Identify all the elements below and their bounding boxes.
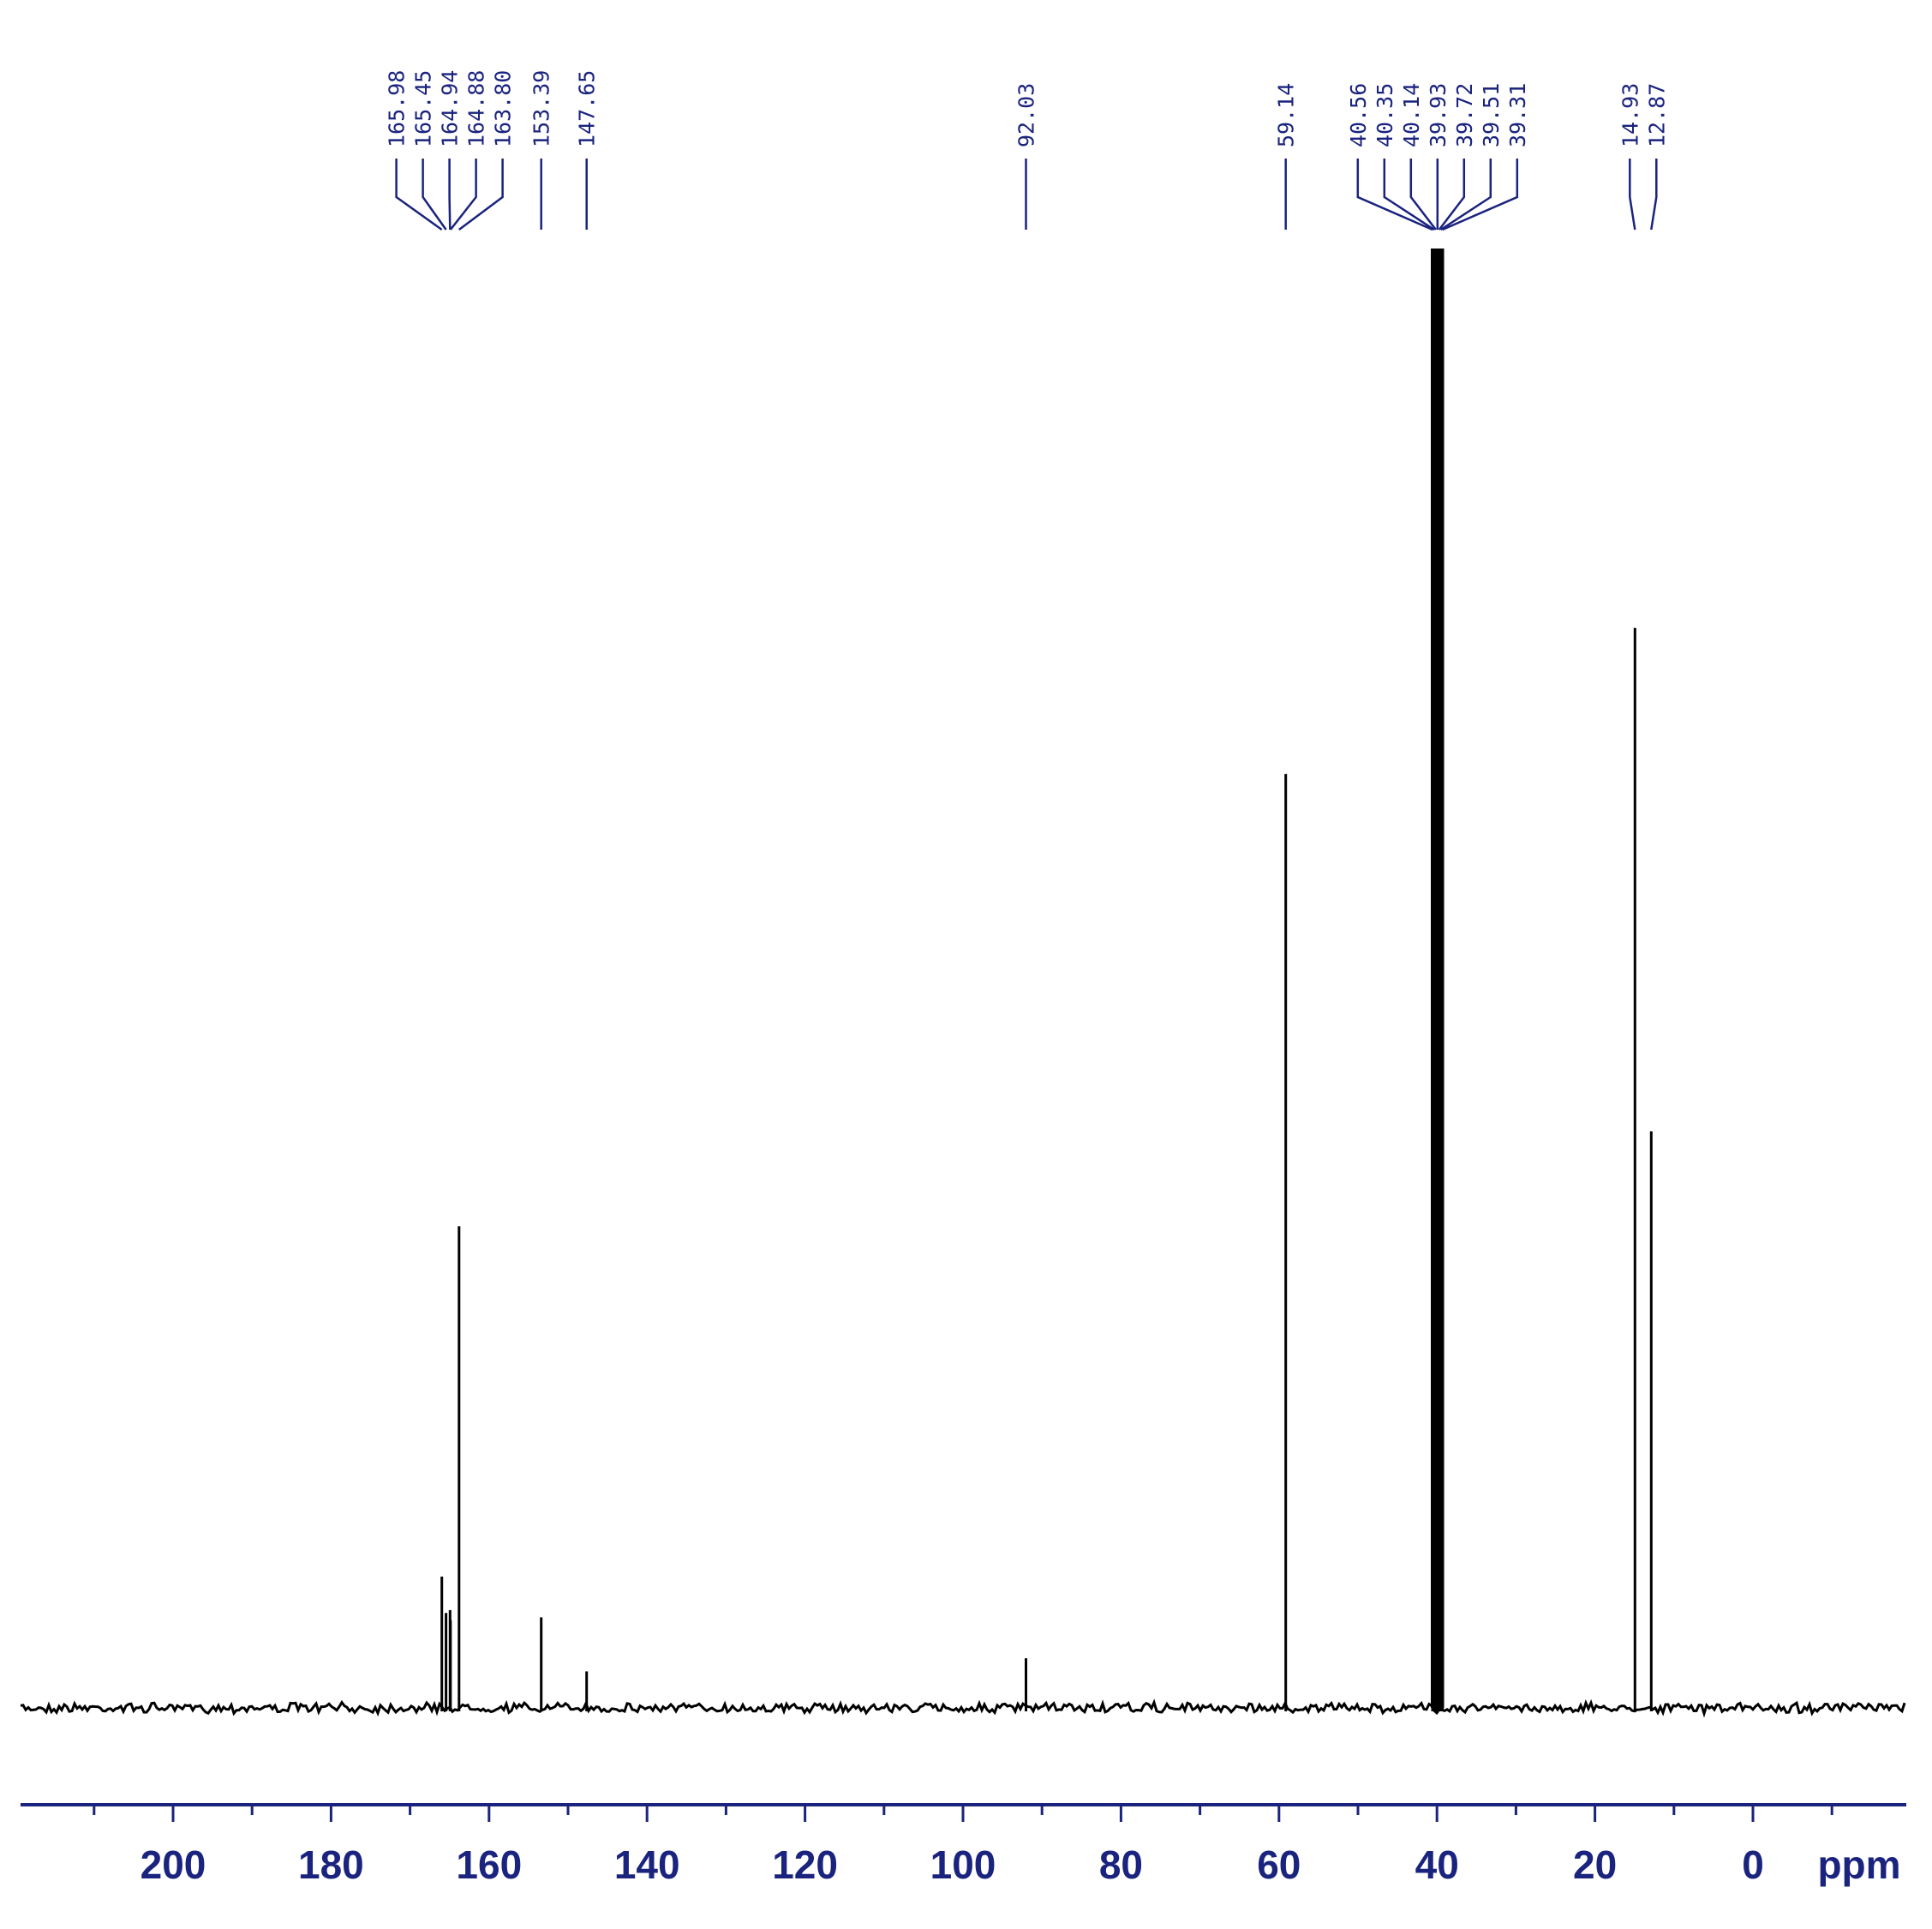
x-axis-tick-label: 80 [1099, 1842, 1143, 1887]
x-axis-tick-group [93, 1805, 1833, 1822]
peak-shift-label: 165.98 [385, 70, 410, 147]
peak-shift-label: 153.39 [529, 70, 554, 147]
peak-shift-label: 39.93 [1426, 83, 1450, 147]
peak-shift-label: 40.35 [1373, 83, 1397, 147]
peak-label-connector [422, 159, 447, 231]
peak-group [440, 249, 1653, 1711]
peak-label-connector [1650, 159, 1658, 231]
x-axis-tick-label: 100 [930, 1842, 996, 1887]
peak-shift-label: 92.03 [1014, 83, 1039, 147]
x-axis-tick-label: 60 [1257, 1842, 1301, 1887]
peak-label-connector [448, 159, 452, 231]
x-axis-tick-label: 160 [456, 1842, 522, 1887]
peak-label-connector [1442, 159, 1519, 231]
x-axis-tick-label: 0 [1742, 1842, 1764, 1887]
peak-shift-label: 164.88 [464, 70, 489, 147]
x-axis-tick-label: 140 [614, 1842, 680, 1887]
solvent-multiplet-peak [1431, 249, 1445, 1708]
peak-shift-label: 40.14 [1399, 83, 1424, 147]
peak-shift-label: 39.72 [1452, 83, 1477, 147]
x-axis-tick-label: 40 [1415, 1842, 1459, 1887]
peak-connector-group [395, 159, 1658, 231]
peak-label-group: 165.98 165.45 164.94 164.88 163.80 153.39 147.… [385, 70, 1670, 147]
peak-shift-label: 14.93 [1618, 83, 1642, 147]
peak-shift-label: 59.14 [1274, 83, 1299, 147]
peak-shift-label: 164.94 [438, 70, 463, 147]
peak-label-connector [1438, 159, 1466, 231]
x-axis-tick-label: 200 [141, 1842, 206, 1887]
peak-shift-label: 40.56 [1346, 83, 1371, 147]
x-axis-tick-label: 20 [1573, 1842, 1617, 1887]
peak-label-connector [1409, 159, 1437, 231]
peak-shift-label: 39.31 [1505, 83, 1530, 147]
peak-shift-label: 165.45 [411, 70, 436, 147]
peak-label-connector [1629, 159, 1636, 231]
peak-shift-label: 163.80 [491, 70, 516, 147]
peak-shift-label: 12.87 [1644, 83, 1669, 147]
peak-shift-label: 39.51 [1479, 83, 1504, 147]
peak-label-connector [449, 159, 477, 231]
spectrum-baseline [20, 1698, 1906, 1718]
peak-label-connector [1383, 159, 1435, 231]
peak-label-connector [1440, 159, 1492, 231]
x-axis-unit-label: ppm [1817, 1842, 1900, 1887]
x-axis-tick-label: 180 [298, 1842, 364, 1887]
peak-label-connector [458, 159, 504, 231]
peak-label-connector [1356, 159, 1433, 231]
x-axis-tick-label: 120 [772, 1842, 838, 1887]
peak-label-connector [395, 159, 443, 231]
peak-shift-label: 147.65 [575, 70, 600, 147]
x-axis-tick-label-group: 200 180 160 140 120 100 80 60 40 20 0 [141, 1842, 1764, 1887]
